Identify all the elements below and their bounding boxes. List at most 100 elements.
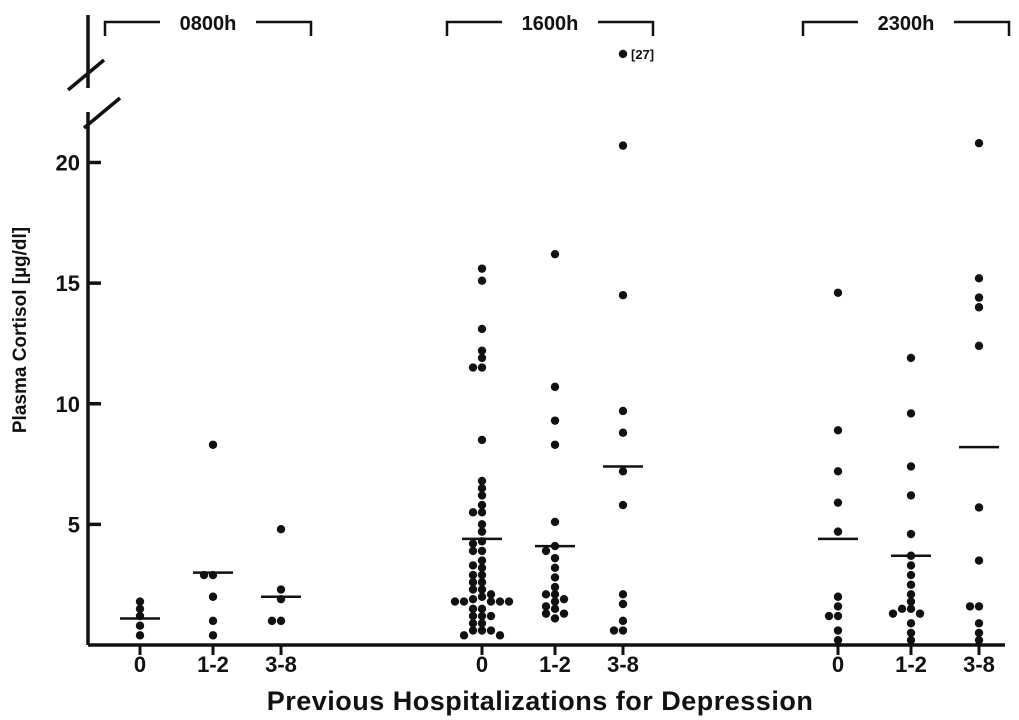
data-point <box>477 527 487 536</box>
x-tick-label: 3-8 <box>265 652 297 677</box>
data-point <box>477 626 487 635</box>
data-point <box>468 570 478 580</box>
data-point <box>974 619 984 628</box>
data-point <box>550 604 560 614</box>
group-bracket-right <box>256 20 313 36</box>
data-point <box>208 440 218 449</box>
data-point <box>897 604 907 614</box>
data-point <box>477 346 487 355</box>
data-point <box>477 483 487 493</box>
data-point <box>906 628 916 638</box>
data-point <box>906 590 916 599</box>
x-tick-label: 0 <box>476 652 488 677</box>
group-label: 0800h <box>180 13 237 35</box>
data-point <box>477 500 487 510</box>
x-tick-label: 3-8 <box>607 652 639 677</box>
x-tick-label: 0 <box>134 652 146 677</box>
data-point <box>450 597 460 606</box>
data-point <box>618 406 628 416</box>
data-point <box>550 517 560 527</box>
data-point <box>906 635 916 645</box>
data-point <box>974 628 984 638</box>
data-point <box>477 604 487 614</box>
data-point <box>906 409 916 418</box>
data-point <box>468 594 478 604</box>
data-point <box>486 611 496 621</box>
data-point <box>618 590 628 599</box>
x-tick-label: 3-8 <box>963 652 995 677</box>
data-point <box>906 580 916 589</box>
data-point <box>477 476 487 486</box>
data-point <box>135 621 145 630</box>
data-point <box>906 462 916 471</box>
data-point <box>477 592 487 601</box>
data-point <box>495 631 505 640</box>
data-points-layer <box>135 49 984 645</box>
data-point <box>477 363 487 372</box>
data-point <box>477 570 487 580</box>
data-point <box>906 529 916 539</box>
data-point <box>468 578 478 587</box>
data-point <box>974 503 984 512</box>
y-axis-label: Plasma Cortisol [µg/dl] <box>10 227 31 433</box>
data-point <box>477 353 487 363</box>
data-point <box>477 578 487 587</box>
data-point <box>495 597 505 606</box>
data-point <box>468 546 478 556</box>
data-point <box>477 508 487 517</box>
data-point <box>974 139 984 148</box>
data-point <box>618 616 628 626</box>
data-point <box>550 614 560 623</box>
data-point <box>618 467 628 476</box>
group-bracket-left <box>445 20 502 36</box>
data-point <box>276 616 286 626</box>
data-point <box>477 611 487 621</box>
data-point <box>618 49 628 59</box>
data-point <box>550 563 560 572</box>
data-point <box>267 616 277 626</box>
data-point <box>974 303 984 312</box>
data-point <box>477 520 487 529</box>
group-bracket-right <box>954 20 1011 36</box>
data-point <box>459 597 469 606</box>
data-point <box>906 619 916 628</box>
data-point <box>477 276 487 285</box>
data-point <box>559 594 569 604</box>
data-point <box>276 585 286 594</box>
data-point <box>541 602 551 611</box>
data-point <box>974 602 984 611</box>
data-point <box>550 249 560 259</box>
outlier-annotation: [27] <box>631 47 654 62</box>
data-point <box>833 635 843 645</box>
data-point <box>833 467 843 476</box>
data-point <box>477 563 487 572</box>
data-point <box>618 428 628 437</box>
y-tick-label: 10 <box>56 392 80 417</box>
data-point <box>550 597 560 606</box>
group-brackets-layer: 0800h 1600h 2300h <box>103 13 1011 36</box>
data-point <box>550 440 560 449</box>
y-axis-break-mark <box>82 96 122 130</box>
data-point <box>833 426 843 435</box>
group-bracket-left <box>801 20 858 36</box>
data-point <box>833 602 843 611</box>
data-point <box>824 611 834 621</box>
data-point <box>477 264 487 273</box>
data-point <box>974 556 984 565</box>
data-point <box>504 597 514 606</box>
axes-layer: 5 10 15 20 0 1-2 3-8 0 1-2 3-8 0 1-2 3-8 <box>56 15 1005 677</box>
labels-layer: Previous Hospitalizations for Depression… <box>10 47 813 716</box>
data-point <box>468 561 478 570</box>
data-point <box>468 585 478 594</box>
data-point <box>833 592 843 601</box>
data-point <box>833 527 843 536</box>
data-point <box>468 611 478 621</box>
data-point <box>459 631 469 640</box>
data-point <box>915 609 925 618</box>
data-point <box>468 604 478 614</box>
data-point <box>541 590 551 599</box>
x-tick-label: 1-2 <box>197 652 229 677</box>
data-point <box>486 597 496 606</box>
data-point <box>541 609 551 618</box>
